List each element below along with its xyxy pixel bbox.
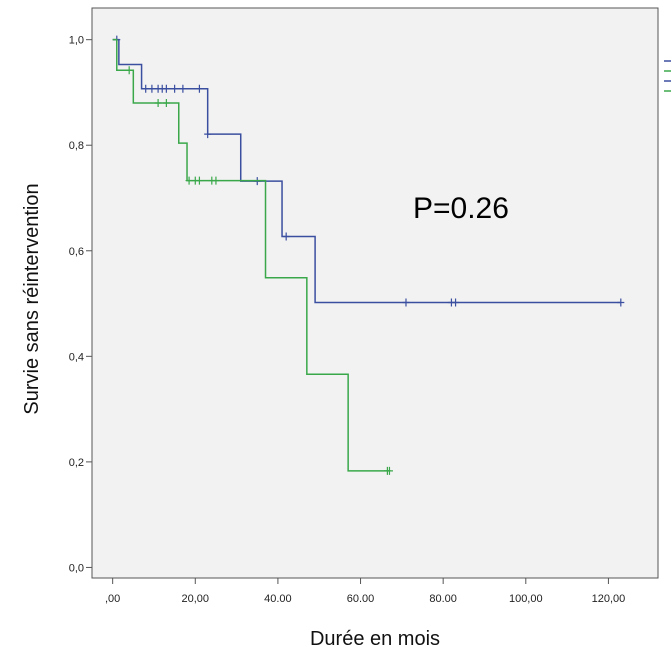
plot-area [91,7,659,579]
survival-curve-1 [112,38,621,304]
censor-mark [125,66,133,75]
y-tick-label: 0,0 [69,562,84,574]
censor-mark [385,466,393,475]
censor-mark [452,298,460,307]
y-axis: 0,0 0,2 0,4 0,6 0,8 1,0 [69,35,92,574]
y-tick-label: 1,0 [69,35,84,47]
censor-mark [179,84,187,93]
censor-mark [162,84,170,93]
censor-mark [154,99,162,107]
x-tick-label: 20,00 [182,593,210,605]
x-tick-label: 80.00 [429,593,457,605]
p-value-annotation: P=0.26 [413,192,509,225]
censor-mark [171,84,179,93]
y-tick-label: 0,6 [69,246,84,258]
censor-mark [185,176,193,185]
censor-mark [617,298,625,307]
censor-mark [212,176,220,185]
x-tick-label: 40.00 [264,593,292,605]
x-tick-label: ,00 [105,593,120,605]
series-layer [112,35,625,475]
censor-mark [282,232,290,241]
censor-mark [402,298,410,307]
x-axis: ,00 20,00 40.00 60.00 80.00 100,00 120,00 [105,578,625,605]
censor-mark [148,84,156,93]
legend [664,60,671,92]
x-axis-title: Durée en mois [310,628,440,650]
censor-mark [204,130,212,139]
censor-mark [195,176,203,185]
x-tick-label: 60.00 [347,593,375,605]
y-axis-title: Survie sans réintervention [21,183,43,414]
censor-mark [142,84,150,93]
y-tick-label: 0,2 [69,457,84,469]
y-tick-label: 0,4 [69,351,84,363]
censor-mark [162,99,170,107]
x-tick-label: 100,00 [509,593,543,605]
y-tick-label: 0,8 [69,140,84,152]
censor-mark [195,84,203,93]
x-tick-label: 120,00 [592,593,626,605]
survival-curve-2 [112,38,390,472]
